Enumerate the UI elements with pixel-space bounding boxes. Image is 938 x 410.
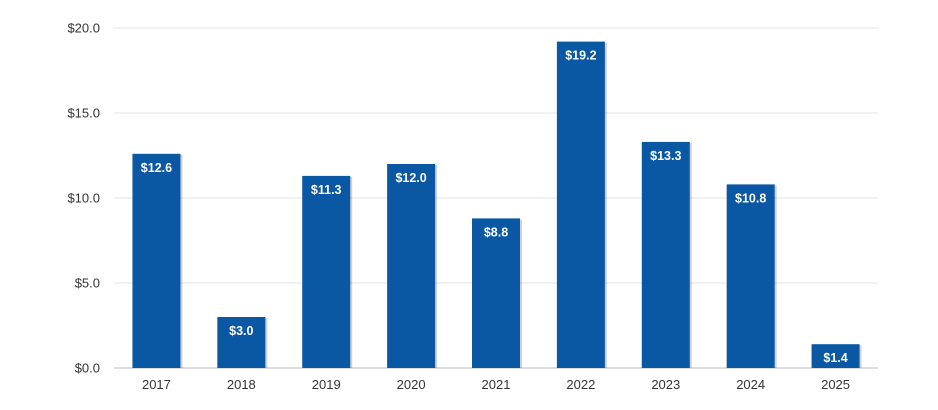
y-axis-tick-labels: $0.0 $5.0 $10.0 $15.0 $20.0 <box>67 21 100 376</box>
bar-2020 <box>387 164 436 368</box>
x-tick-label: 2021 <box>482 377 511 392</box>
data-label-2018: $3.0 <box>229 324 253 338</box>
data-label-2020: $12.0 <box>395 171 426 185</box>
x-tick-label: 2017 <box>142 377 171 392</box>
y-tick-label: $0.0 <box>75 361 100 376</box>
x-tick-label: 2019 <box>312 377 341 392</box>
x-tick-label: 2024 <box>736 377 765 392</box>
bars <box>132 41 862 368</box>
bar-2018 <box>217 317 266 368</box>
x-tick-label: 2025 <box>821 377 850 392</box>
data-label-2024: $10.8 <box>735 191 766 205</box>
bar-2022 <box>556 41 605 368</box>
data-label-2023: $13.3 <box>650 149 681 163</box>
bar-2023 <box>641 141 690 368</box>
bar-2019 <box>302 175 351 368</box>
data-label-2019: $11.3 <box>311 183 342 197</box>
y-tick-label: $10.0 <box>67 191 100 206</box>
x-tick-label: 2023 <box>651 377 680 392</box>
bar-2017 <box>132 153 181 368</box>
bar-2021 <box>472 218 520 368</box>
y-tick-label: $15.0 <box>67 106 100 121</box>
x-axis-tick-labels: 2017 2018 2019 2020 2021 2022 2023 2024 2025 <box>142 377 850 392</box>
x-tick-label: 2018 <box>227 377 256 392</box>
x-tick-label: 2020 <box>397 377 426 392</box>
y-tick-label: $20.0 <box>67 21 100 36</box>
data-label-2022: $19.2 <box>565 49 596 63</box>
bar-2024 <box>726 184 775 368</box>
data-label-2017: $12.6 <box>141 161 172 175</box>
data-label-2025: $1.4 <box>823 351 847 365</box>
data-labels: $12.6 $3.0 $11.3 $12.0 $8.8 $19.2 $13.3 $10.8 $1… <box>141 49 848 366</box>
data-label-2021: $8.8 <box>484 225 508 239</box>
y-tick-label: $5.0 <box>75 276 100 291</box>
x-tick-label: 2022 <box>566 377 595 392</box>
bar-2025 <box>811 344 860 368</box>
